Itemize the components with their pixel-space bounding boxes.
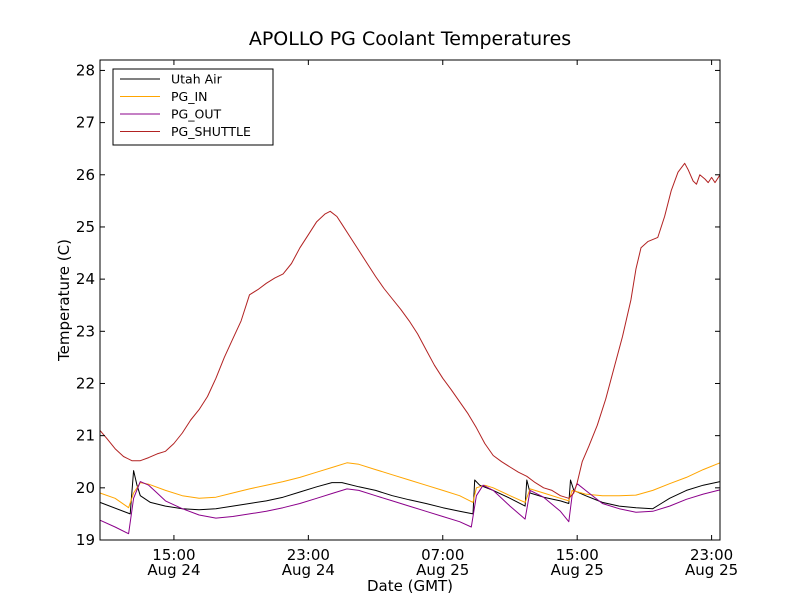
- y-axis-label: Temperature (C): [55, 239, 73, 362]
- y-tick-label: 24: [76, 270, 95, 288]
- y-tick-label: 22: [76, 374, 95, 392]
- y-tick-label: 19: [76, 531, 95, 549]
- x-tick-label-time: 15:00: [152, 546, 195, 564]
- x-tick-label-date: Aug 25: [551, 561, 604, 579]
- y-tick-label: 21: [76, 427, 95, 445]
- y-tick-label: 26: [76, 166, 95, 184]
- y-tick-label: 23: [76, 322, 95, 340]
- series-line-utah-air: [99, 470, 721, 515]
- x-tick-label-date: Aug 25: [416, 561, 469, 579]
- series-line-pg-shuttle: [99, 162, 721, 499]
- x-tick-label-time: 15:00: [556, 546, 599, 564]
- legend-box: [112, 68, 274, 146]
- x-tick-label-time: 23:00: [690, 546, 733, 564]
- plot-frame: [99, 59, 721, 541]
- series-line-pg-out: [99, 481, 721, 535]
- legend-label: Utah Air: [171, 72, 223, 87]
- series-layer: [99, 162, 721, 535]
- y-tick-label: 27: [76, 114, 95, 132]
- legend-label: PG_SHUTTLE: [171, 124, 251, 139]
- x-axis-label: Date (GMT): [367, 577, 453, 595]
- y-tick-label: 20: [76, 479, 95, 497]
- x-tick-label-time: 07:00: [421, 546, 464, 564]
- chart-title: APOLLO PG Coolant Temperatures: [249, 28, 571, 50]
- y-tick-label: 25: [76, 218, 95, 236]
- x-tick-label-date: Aug 24: [282, 561, 335, 579]
- y-tick-label: 28: [76, 61, 95, 79]
- legend-label: PG_IN: [171, 89, 208, 104]
- x-tick-label-time: 23:00: [287, 546, 330, 564]
- legend: Utah Air PG_IN PG_OUT PG_SHUTTLE: [112, 68, 274, 146]
- y-axis: 19 20 21 22 23 24 25 26 27 28: [76, 61, 720, 549]
- x-tick-label-date: Aug 24: [147, 561, 200, 579]
- legend-label: PG_OUT: [171, 107, 221, 122]
- series-line-pg-in: [99, 462, 721, 509]
- x-tick-label-date: Aug 25: [685, 561, 738, 579]
